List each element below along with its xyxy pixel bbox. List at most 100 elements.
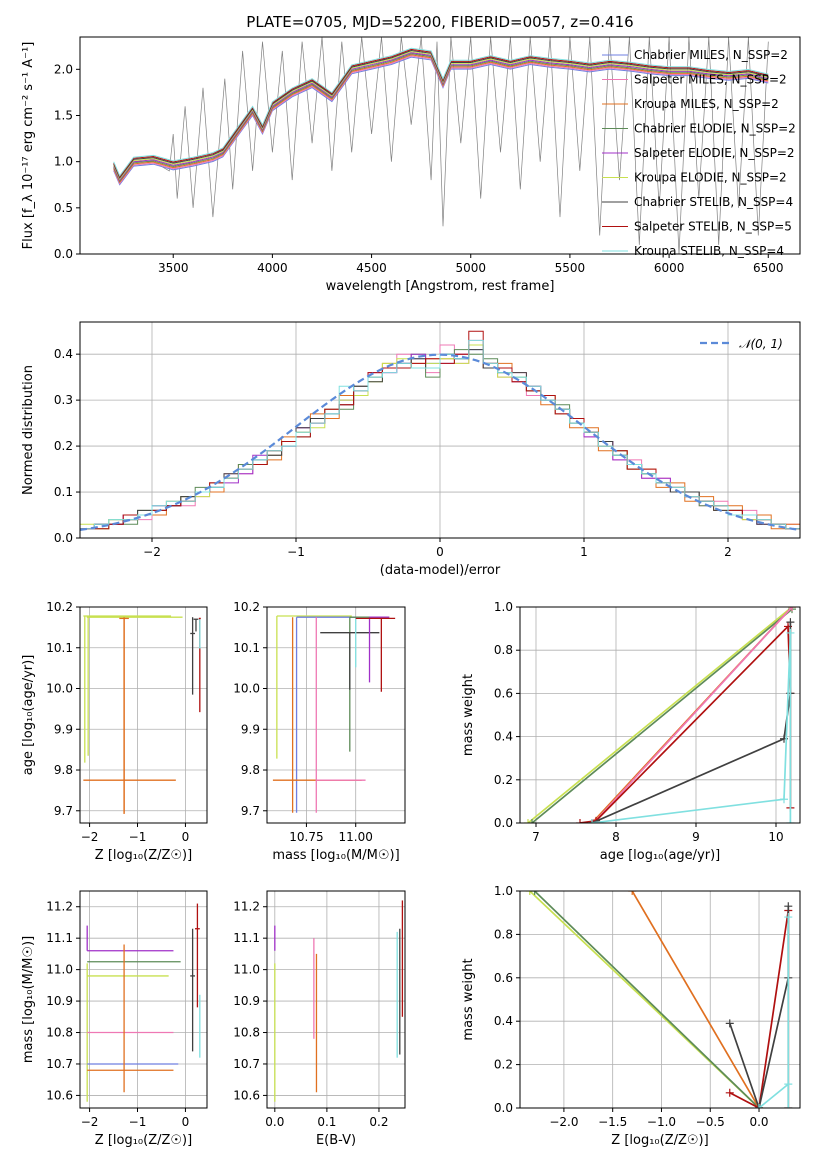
plus-marker [786, 628, 795, 637]
plus-marker [725, 1019, 734, 1028]
y-tick-label: 0.0 [54, 531, 73, 545]
model-spectrum-line [113, 49, 769, 179]
y-tick-label: 0.6 [494, 971, 513, 985]
y-tick-label: 10.1 [46, 641, 73, 655]
y-tick-label: 10.2 [46, 600, 73, 614]
y-axis-label: Normed distribution [21, 365, 36, 495]
axes-frame-3 [266, 606, 406, 824]
plot-area-6 [274, 900, 404, 1102]
plus-marker [784, 902, 793, 911]
plot-area-3 [272, 615, 396, 813]
x-tick-label: 6000 [654, 261, 685, 275]
x-tick-label: −1 [129, 1115, 147, 1129]
y-tick-label: 0.4 [494, 730, 513, 744]
plus-marker [788, 607, 796, 611]
x-tick-label: 0.2 [369, 1115, 388, 1129]
x-axis-label: Z [log₁₀(Z/Z☉)] [611, 1133, 708, 1148]
y-tick-label: 10.0 [233, 682, 260, 696]
y-tick-label: 10.7 [233, 1057, 260, 1071]
y-tick-label: 10.7 [46, 1057, 73, 1071]
y-tick-label: 11.0 [46, 963, 73, 977]
plot-area-5 [86, 903, 201, 1102]
observed-spectrum-line [113, 37, 769, 254]
x-tick-label: 10.75 [289, 830, 323, 844]
plus-marker [576, 819, 584, 823]
y-tick-label: 0.4 [494, 1014, 513, 1028]
x-tick-label: −1 [287, 545, 305, 559]
model-spectrum-line [113, 47, 769, 177]
y-tick-label: 10.8 [46, 1026, 73, 1040]
legend-entry: Chabrier STELIB, N_SSP=4 [634, 195, 793, 209]
model-spectrum-line [113, 53, 769, 183]
legend-entry: Kroupa ELODIE, N_SSP=2 [634, 171, 787, 185]
legend-entry: Kroupa STELIB, N_SSP=4 [634, 244, 784, 258]
y-tick-label: 0.2 [494, 773, 513, 787]
model-spectrum-line [113, 48, 769, 178]
x-tick-label: −2 [81, 1115, 99, 1129]
x-tick-label: 1 [580, 545, 588, 559]
y-tick-label: 1.0 [494, 600, 513, 614]
y-tick-label: 11.1 [233, 931, 260, 945]
x-tick-label: 2 [724, 545, 732, 559]
x-tick-label: 0.0 [265, 1115, 284, 1129]
x-tick-label: −2 [81, 830, 99, 844]
x-tick-label: −1 [129, 830, 147, 844]
legend-entry: Chabrier MILES, N_SSP=2 [634, 48, 788, 62]
y-tick-label: 9.7 [241, 804, 260, 818]
x-tick-label: 5500 [555, 261, 586, 275]
y-axis-label: mass weight [461, 958, 476, 1040]
y-tick-label: 1.5 [54, 108, 73, 122]
plus-marker [628, 891, 637, 895]
y-tick-label: 10.6 [233, 1088, 260, 1102]
y-tick-label: 0.8 [494, 927, 513, 941]
x-tick-label: 10 [768, 830, 783, 844]
mass-weight-line [631, 891, 760, 1108]
y-axis-label: age [log₁₀(age/yr)] [21, 655, 36, 776]
x-tick-label: 8 [612, 830, 620, 844]
plot-area-0 [113, 37, 769, 254]
x-tick-label: 4000 [257, 261, 288, 275]
y-tick-label: 0.4 [54, 347, 73, 361]
plus-marker [784, 1080, 793, 1089]
plus-marker [588, 819, 596, 823]
y-tick-label: 0.5 [54, 201, 73, 215]
x-tick-label: −2.0 [549, 1115, 578, 1129]
y-axis-label: mass [log₁₀(M/M☉)] [21, 936, 36, 1063]
x-axis-label: Z [log₁₀(Z/Z☉)] [95, 1133, 192, 1148]
legend-entry: Salpeter MILES, N_SSP=2 [634, 73, 787, 87]
axes-frame-2 [79, 606, 208, 824]
x-tick-label: −0.5 [696, 1115, 725, 1129]
x-tick-label: 0 [182, 830, 190, 844]
mass-weight-line [531, 608, 793, 823]
plus-marker [784, 913, 793, 922]
model-spectrum-line [113, 56, 769, 186]
gaussian-curve [80, 353, 800, 531]
x-tick-label: 7 [532, 830, 540, 844]
legend-entry: Kroupa MILES, N_SSP=2 [634, 97, 779, 111]
figure-title: PLATE=0705, MJD=52200, FIBERID=0057, z=0… [246, 13, 633, 31]
legend-entry: Salpeter STELIB, N_SSP=5 [634, 220, 792, 234]
x-axis-label: age [log₁₀(age/yr)] [600, 848, 721, 863]
y-tick-label: 9.9 [241, 722, 260, 736]
axes-frame-0 [79, 36, 801, 255]
axes-frame-7 [519, 890, 801, 1109]
y-tick-label: 0.8 [494, 643, 513, 657]
model-spectrum-line [113, 51, 769, 180]
x-axis-label: Z [log₁₀(Z/Z☉)] [95, 848, 192, 863]
axes-frame-4 [519, 606, 801, 824]
y-tick-label: 10.0 [46, 682, 73, 696]
y-tick-label: 10.2 [233, 600, 260, 614]
model-spectrum-line [113, 55, 769, 185]
x-tick-label: 0 [182, 1115, 190, 1129]
y-tick-label: 10.6 [46, 1088, 73, 1102]
x-tick-label: −1.0 [647, 1115, 676, 1129]
y-tick-label: 1.0 [494, 884, 513, 898]
y-tick-label: 11.1 [46, 931, 73, 945]
y-tick-label: 10.1 [233, 641, 260, 655]
plot-area-4 [524, 607, 796, 823]
x-tick-label: 5000 [455, 261, 486, 275]
y-tick-label: 0.3 [54, 393, 73, 407]
y-tick-label: 9.7 [54, 804, 73, 818]
y-tick-label: 0.6 [494, 686, 513, 700]
model-spectrum-line [113, 52, 769, 182]
